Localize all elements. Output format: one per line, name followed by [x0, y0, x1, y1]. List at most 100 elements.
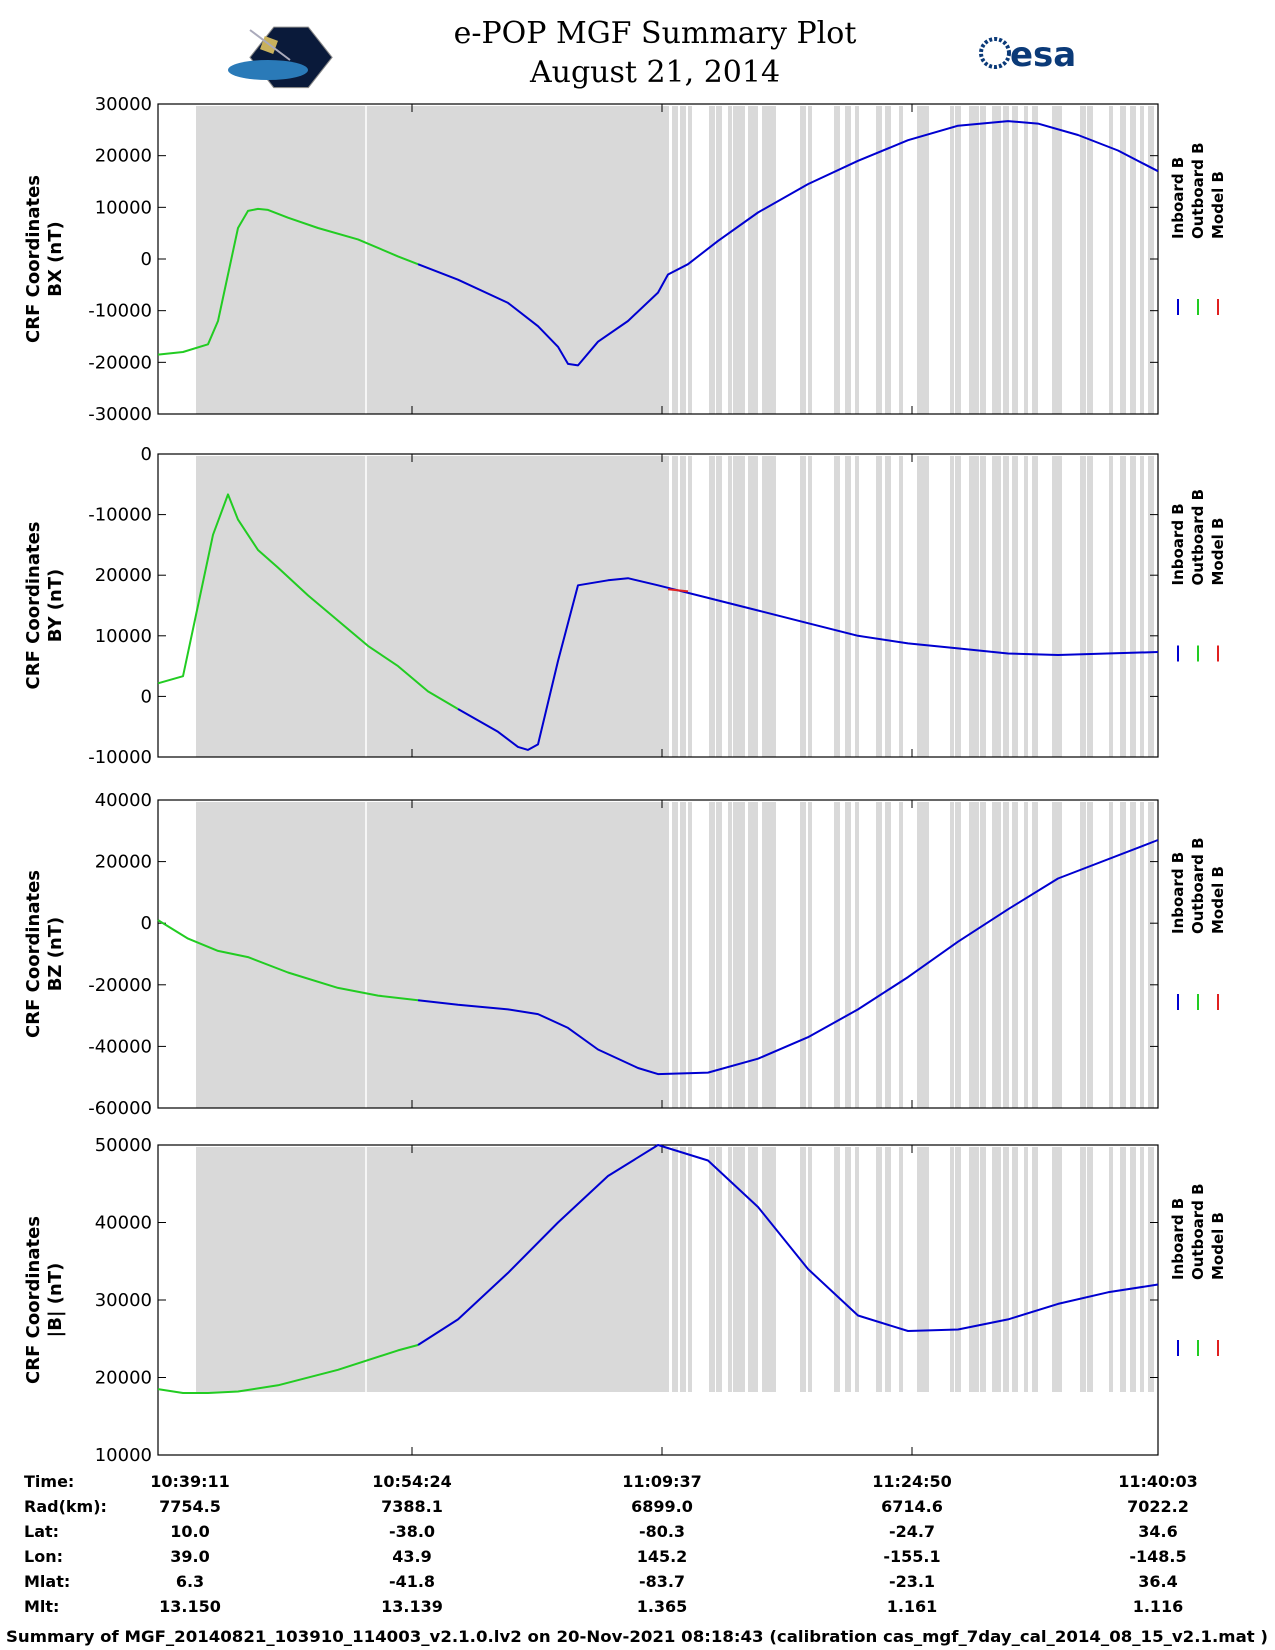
legend-label: Outboard B: [1189, 489, 1207, 586]
shade-stripe: [733, 1147, 739, 1392]
y-tick-label: -20000: [88, 975, 152, 996]
shade-stripe: [834, 802, 840, 1108]
y-tick-label: 30000: [95, 1290, 152, 1311]
shade-stripe: [1148, 802, 1154, 1108]
shade-stripe: [1148, 1147, 1154, 1392]
shade-stripe: [733, 106, 739, 414]
shade-stripe: [845, 106, 851, 414]
shade-stripe: [876, 1147, 882, 1392]
shade-stripe: [834, 106, 840, 414]
shade-stripe: [1003, 456, 1009, 757]
shade-stripe: [1148, 456, 1154, 757]
footer-row: Lat: 10.0 -38.0 -80.3 -24.7 34.6: [24, 1522, 1178, 1541]
shade-stripe: [665, 106, 669, 414]
shade-stripe: [1058, 456, 1062, 757]
shade-stripe: [680, 802, 686, 1108]
plot-date: August 21, 2014: [529, 55, 780, 90]
series-line-outboard-b: [157, 919, 419, 1002]
y-axis-label-line: BX (nT): [45, 221, 66, 296]
shade-stripe: [770, 106, 776, 414]
shade-stripe: [1120, 456, 1126, 757]
shade-stripe: [975, 106, 979, 414]
legend-label: Model B: [1209, 171, 1227, 239]
shade-stripe: [739, 802, 745, 1108]
series-line-inboard-b: [417, 839, 1159, 1076]
shade-stripe: [992, 456, 998, 757]
shaded-region: [196, 802, 668, 1108]
y-tick-label: -10000: [88, 747, 152, 768]
shade-stripe: [709, 456, 715, 757]
panel-bx: 30000 20000 10000 0 -10000 -20000 -30000 CRF Co…: [23, 94, 1227, 425]
y-tick-label: -10000: [88, 505, 152, 526]
legend-label: Model B: [1209, 866, 1227, 934]
shade-stripe: [923, 1147, 929, 1392]
shade-stripe: [899, 456, 903, 757]
shade-stripe: [800, 106, 806, 414]
shade-stripe: [992, 1147, 998, 1392]
y-axis-label-line: CRF Coordinates: [23, 1216, 44, 1384]
legend-label: Inboard B: [1169, 1198, 1187, 1280]
footer-row-label: Mlt:: [24, 1597, 59, 1616]
y-tick-label: -30000: [88, 404, 152, 425]
shade-stripe: [766, 106, 770, 414]
series-line-outboard-b: [157, 493, 459, 710]
shade-stripe: [709, 1147, 715, 1392]
shade-stripe: [917, 1147, 923, 1392]
shade-stripe: [975, 456, 979, 757]
footer-cell: -23.1: [889, 1572, 935, 1591]
legend-entry: Inboard B: [1169, 157, 1187, 239]
footer-row-label: Rad(km):: [24, 1497, 107, 1516]
legend-label: Inboard B: [1169, 852, 1187, 934]
shade-stripe: [709, 802, 715, 1108]
footer-cell: -155.1: [883, 1547, 940, 1566]
shade-stripe: [855, 456, 859, 757]
y-tick-label: -40000: [88, 1036, 152, 1057]
shade-stripe: [980, 456, 986, 757]
y-tick-label: -20000: [88, 352, 152, 373]
series-line-inboard-b: [457, 577, 1159, 751]
shade-stripe: [1024, 802, 1028, 1108]
shade-stripe: [800, 1147, 806, 1392]
shade-stripe: [672, 456, 678, 757]
shade-stripe: [955, 802, 961, 1108]
y-tick-label: 0: [141, 686, 152, 707]
shade-stripe: [1140, 1147, 1144, 1392]
legend-label: Model B: [1209, 518, 1227, 586]
legend: Inboard B Outboard B Model B: [1169, 489, 1227, 662]
shade-stripe: [1012, 106, 1018, 414]
shade-stripe: [1087, 802, 1093, 1108]
axes-frame: [157, 453, 1159, 758]
footer-row-label: Lon:: [24, 1547, 63, 1566]
y-tick-label: 10000: [95, 1445, 152, 1466]
legend-entry: Model B: [1209, 1212, 1227, 1280]
legend-label: Outboard B: [1189, 837, 1207, 934]
y-axis-label: CRF Coordinates BZ (nT): [23, 870, 66, 1038]
footer-cell: 43.9: [392, 1547, 431, 1566]
y-axis-label: CRF Coordinates BX (nT): [23, 175, 66, 343]
shade-stripe: [1130, 456, 1136, 757]
y-tick-label: 10000: [95, 626, 152, 647]
shade-stripe: [1012, 456, 1018, 757]
y-axis-label-line: CRF Coordinates: [23, 522, 44, 690]
shade-stripe: [1032, 106, 1038, 414]
shade-stripe: [665, 456, 669, 757]
shade-stripe: [950, 802, 954, 1108]
shade-stripe: [1140, 456, 1144, 757]
y-axis-label-line: CRF Coordinates: [23, 175, 44, 343]
shade-stripe: [752, 106, 758, 414]
footer-cell: 7022.2: [1127, 1497, 1189, 1516]
shade-stripe: [997, 456, 1001, 757]
footer-caption: Summary of MGF_20140821_103910_114003_v2…: [6, 1627, 1268, 1646]
footer-cell: 7754.5: [159, 1497, 221, 1516]
mission-logo: [228, 26, 333, 89]
footer-cell: 11:09:37: [622, 1472, 702, 1491]
shade-stripe: [876, 802, 882, 1108]
legend-entry: Outboard B: [1189, 489, 1207, 586]
footer-cell: 7388.1: [381, 1497, 443, 1516]
legend: Inboard B Outboard B Model B: [1169, 837, 1227, 1010]
legend-entry: Inboard B: [1169, 1198, 1187, 1280]
shade-stripe: [923, 456, 929, 757]
shaded-region: [196, 106, 668, 414]
series-line-inboard-b: [417, 1144, 1159, 1346]
